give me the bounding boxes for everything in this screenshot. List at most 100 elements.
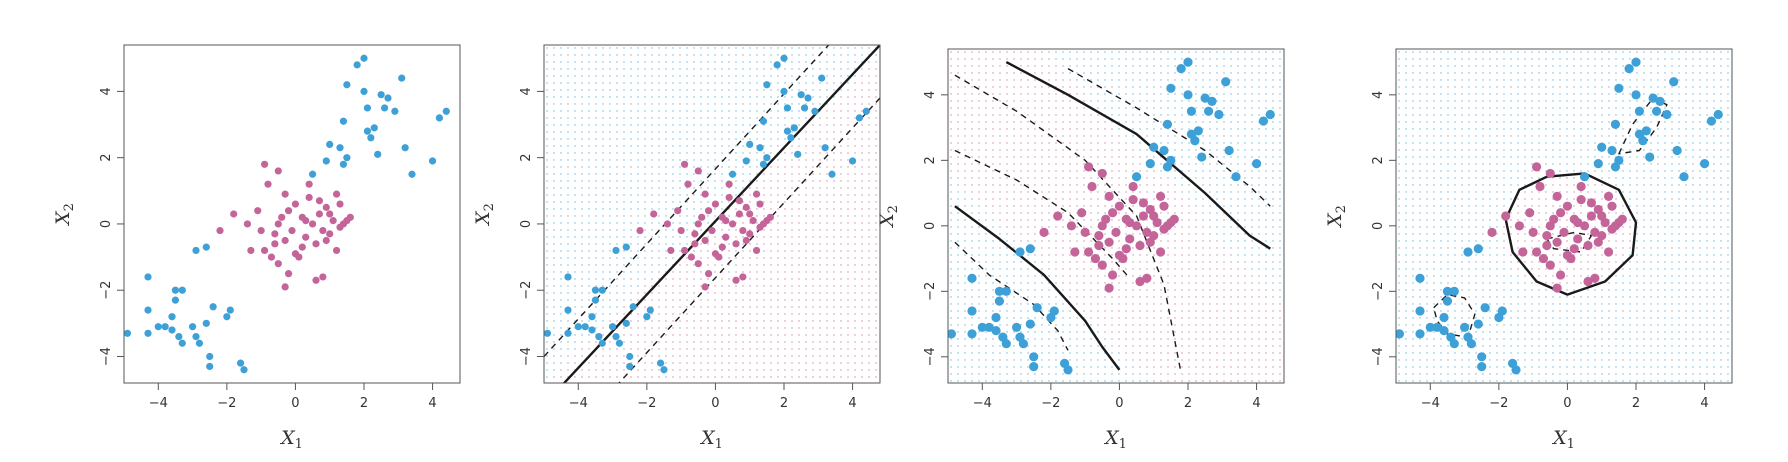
point-pink-40	[1603, 191, 1614, 201]
y-tick-label: −2	[923, 282, 938, 301]
point-blue-28	[746, 140, 754, 149]
point-blue-3	[1415, 329, 1425, 339]
point-pink-28	[1066, 221, 1077, 231]
panel-3: −4 −2 0 2 4 −4 −2 0 2 4 X1 X2	[876, 48, 1285, 452]
point-blue-30	[1610, 119, 1621, 129]
x-axis-label: X1	[1103, 427, 1127, 452]
point-pink-32	[732, 276, 740, 284]
point-blue-50	[780, 54, 788, 62]
point-blue-6	[588, 313, 596, 321]
point-blue-29	[756, 144, 764, 152]
point-blue-14	[612, 333, 620, 341]
point-pink-36	[735, 197, 744, 205]
point-pink-18	[735, 210, 744, 218]
point-pink-3	[260, 246, 269, 255]
point-pink-6	[694, 260, 702, 268]
point-pink-2	[1104, 191, 1114, 201]
point-pink-0	[260, 160, 269, 168]
point-blue-5	[161, 323, 169, 331]
x-tick-label: −4	[1421, 396, 1440, 411]
point-pink-28	[243, 220, 252, 228]
point-pink-31	[674, 207, 682, 215]
point-pink-41	[1535, 181, 1545, 192]
point-blue-43	[1221, 77, 1231, 87]
y-tick-label: 0	[519, 220, 534, 228]
x-tick-label: 4	[1252, 396, 1260, 411]
x-tick-label: 0	[291, 396, 299, 411]
point-pink-27	[1070, 247, 1080, 257]
point-blue-48	[1265, 109, 1275, 120]
point-pink-19	[1590, 227, 1600, 237]
point-pink-1	[1097, 168, 1107, 179]
point-blue-1	[1415, 273, 1425, 283]
point-pink-15	[305, 193, 313, 202]
point-blue-33	[763, 81, 771, 89]
point-blue-0	[948, 329, 957, 339]
point-blue-35	[363, 104, 372, 112]
point-pink-30	[216, 226, 224, 235]
point-blue-40	[1651, 106, 1662, 116]
point-blue-7	[588, 326, 596, 334]
point-blue-45	[1679, 172, 1689, 182]
point-blue-3	[564, 329, 572, 337]
point-blue-47	[1258, 116, 1269, 126]
point-pink-23	[332, 246, 341, 255]
point-pink-28	[1514, 221, 1525, 231]
point-pink-36	[315, 197, 324, 205]
point-pink-11	[711, 200, 720, 208]
point-blue-26	[1131, 172, 1142, 182]
x-tick-label: −4	[569, 396, 588, 411]
point-blue-34	[1183, 90, 1193, 100]
point-blue-25	[622, 243, 630, 251]
point-pink-14	[302, 233, 310, 241]
x-tick-label: 0	[1563, 396, 1571, 411]
point-pink-0	[1083, 162, 1094, 172]
point-blue-8	[1442, 286, 1453, 296]
point-pink-37	[1542, 240, 1552, 251]
point-blue-35	[1186, 106, 1197, 116]
x-axis-label: X1	[279, 427, 303, 452]
point-pink-2	[281, 190, 289, 198]
point-blue-9	[1442, 296, 1453, 306]
point-blue-12	[1001, 286, 1011, 296]
point-pink-40	[752, 190, 761, 198]
point-pink-6	[1097, 260, 1107, 270]
point-pink-26	[766, 213, 774, 221]
point-pink-49	[281, 283, 289, 291]
point-blue-26	[728, 170, 737, 178]
point-pink-48	[1159, 201, 1169, 211]
point-pink-33	[319, 273, 327, 281]
point-pink-44	[302, 217, 310, 225]
point-pink-43	[257, 226, 265, 235]
point-blue-44	[1224, 145, 1234, 156]
point-blue-42	[1662, 109, 1672, 120]
point-pink-9	[1107, 270, 1118, 280]
y-tick-label: −4	[519, 347, 534, 366]
point-pink-3	[680, 246, 689, 255]
point-pink-10	[1559, 227, 1569, 237]
point-blue-47	[435, 114, 444, 122]
margin-line-5	[954, 149, 1131, 279]
x-tick-label: −4	[973, 396, 992, 411]
point-blue-30	[1162, 119, 1173, 129]
point-pink-6	[1545, 260, 1555, 270]
point-blue-21	[646, 306, 654, 314]
point-pink-48	[1607, 201, 1617, 211]
point-pink-11	[291, 200, 300, 208]
point-pink-38	[1569, 244, 1579, 254]
point-blue-32	[763, 154, 771, 162]
y-tick-label: 2	[923, 156, 938, 164]
point-blue-3	[967, 329, 977, 339]
point-pink-49	[1552, 283, 1562, 293]
point-blue-23	[240, 366, 248, 374]
point-blue-49	[773, 61, 781, 69]
point-blue-18	[1029, 362, 1039, 372]
point-pink-17	[1583, 240, 1593, 251]
point-blue-30	[339, 117, 348, 125]
y-tick-label: 2	[99, 154, 114, 162]
point-pink-19	[319, 226, 327, 235]
point-pink-42	[711, 250, 720, 258]
point-blue-29	[1607, 145, 1617, 156]
point-pink-35	[1128, 181, 1138, 192]
point-pink-41	[684, 180, 692, 188]
